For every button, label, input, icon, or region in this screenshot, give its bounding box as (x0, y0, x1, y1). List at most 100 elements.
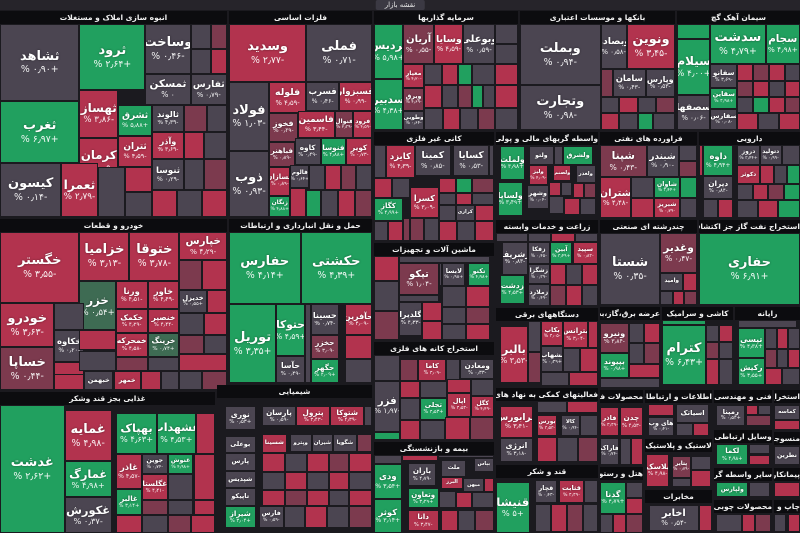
tile-unlabeled[interactable] (79, 350, 116, 372)
tile-حفارس[interactable]: حفارس +۴٫۱۴ % (229, 232, 301, 305)
tile-unlabeled[interactable] (399, 256, 491, 263)
tile-کاما[interactable]: کاما -۳٫۰۹ % (418, 359, 446, 381)
sector-header-metal-products[interactable]: محصولات فلزی (600, 390, 643, 403)
tile-unlabeled[interactable] (348, 506, 372, 528)
tile-unlabeled[interactable] (348, 472, 372, 490)
tile-شپنا[interactable]: شپنا -۰٫۴۳ % (600, 145, 647, 178)
tile-unlabeled[interactable] (354, 189, 372, 217)
tile-چدن[interactable]: چدن -۴٫۵۳ % (619, 406, 643, 437)
tile-آریان[interactable]: آریان -۰٫۵۵ % (402, 24, 435, 65)
sector-header-conglomerates[interactable]: چندرشته ای صنعتی (600, 220, 697, 233)
tile-unlabeled[interactable] (742, 514, 756, 532)
tile-کالا[interactable]: کالا -۰٫۹۴ % (561, 414, 580, 436)
tile-unlabeled[interactable] (781, 145, 800, 166)
sector-header-other-mining[interactable]: استخراج سایر معادن (774, 390, 800, 403)
tile-ونیرو[interactable]: ونیرو -۳٫۸۴ % (600, 322, 629, 353)
tile-unlabeled[interactable] (653, 113, 675, 130)
tile-unlabeled[interactable] (206, 290, 227, 313)
tile-unlabeled[interactable] (692, 422, 710, 436)
tile-unlabeled[interactable] (764, 367, 783, 386)
tile-unlabeled[interactable] (344, 334, 372, 359)
sector-header-machinery[interactable]: ماشین آلات و تجهیزات (374, 243, 494, 256)
tile-unlabeled[interactable] (583, 480, 598, 504)
tile-کوثر[interactable]: کوثر +۳٫۱۴ % (374, 499, 402, 533)
tile-unlabeled[interactable] (399, 294, 439, 303)
sector-header-metals[interactable]: فلزات اساسی (229, 11, 372, 24)
tile-وتجارت[interactable]: وتجارت -۰٫۹۸ % (520, 85, 601, 130)
tile-unlabeled[interactable] (471, 64, 495, 86)
tile-unlabeled[interactable] (97, 166, 125, 217)
tile-unlabeled[interactable] (619, 97, 638, 114)
tile-ملت[interactable]: ملت (441, 459, 467, 477)
tile-unlabeled[interactable] (625, 482, 643, 498)
tile-فملی[interactable]: فملی -۰٫۷۱ % (306, 24, 372, 82)
tile-unlabeled[interactable] (290, 188, 307, 217)
tile-unlabeled[interactable] (758, 405, 771, 415)
tile-خگستر[interactable]: خگستر -۳٫۵۵ % (0, 232, 80, 304)
tile-سامان[interactable]: سامان -۰٫۴۳ % (613, 68, 646, 98)
tile-unlabeled[interactable] (202, 189, 227, 217)
sector-header-metal-ore-mining[interactable]: استخراج کانه های فلزی (374, 342, 494, 355)
tile-unlabeled[interactable] (637, 97, 657, 114)
tile-unlabeled[interactable] (305, 506, 328, 528)
tile-دروز[interactable]: دروز +۳٫۴۴ % (737, 145, 760, 166)
tile-unlabeled[interactable] (783, 184, 800, 201)
sector-header-utilities[interactable]: عرضه برق،گاز،بخار و آب گرم (600, 307, 660, 320)
tile-سیلام[interactable]: سیلام+۴٫۰۰ % (677, 38, 711, 95)
tile-unlabeled[interactable] (540, 371, 570, 386)
tile-unlabeled[interactable] (306, 472, 329, 490)
tile-unlabeled[interactable] (285, 489, 307, 506)
tile-unlabeled[interactable] (204, 312, 227, 335)
tile-فاراک[interactable]: فاراک -۰٫۷۴ % (600, 437, 619, 465)
tile-باران[interactable]: باران -۴٫۷۹ % (407, 462, 437, 487)
tile-شیران[interactable]: شیران (311, 434, 334, 452)
tile-میهن[interactable]: میهن (462, 478, 485, 493)
tile-unlabeled[interactable] (477, 107, 495, 130)
tile-شسینا[interactable]: شسینا (261, 434, 287, 454)
tile-لابسا[interactable]: لابسا +۰٫۹۸ % (442, 262, 466, 287)
tile-وبرق[interactable]: وبرق -۴٫۶۹ % (402, 87, 425, 111)
sector-header-computers[interactable]: رایانه (735, 307, 800, 320)
tile-فنوال[interactable]: فنوال -۲٫۳۹ % (334, 110, 354, 138)
tile-حآسا[interactable]: حآسا -۰٫۴۹ % (276, 355, 305, 383)
tile-unlabeled[interactable] (600, 68, 613, 98)
tile-unlabeled[interactable] (206, 105, 227, 133)
tile-unlabeled[interactable] (483, 85, 495, 108)
tile-unlabeled[interactable] (631, 177, 655, 198)
tile-unlabeled[interactable] (457, 64, 472, 86)
tile-ولپارس[interactable]: ولپارس (716, 481, 749, 498)
sector-header-other-financial[interactable]: سایر واسطه گریهای مالی (714, 468, 772, 481)
tile-ثتران[interactable]: ثتران -۴٫۵۹ % (118, 135, 153, 167)
tile-unlabeled[interactable] (581, 284, 598, 306)
tile-unlabeled[interactable] (374, 310, 400, 340)
tile-unlabeled[interactable] (140, 371, 162, 390)
tile-فالوم[interactable]: فالوم +۰٫۶۴ % (290, 164, 310, 189)
sector-header-real-estate[interactable]: انبوه سازی املاک و مستغلات (0, 11, 227, 24)
tile-unlabeled[interactable] (460, 107, 478, 130)
tile-unlabeled[interactable] (600, 513, 613, 533)
tile-unlabeled[interactable] (773, 165, 787, 185)
tile-فسازان[interactable]: فسازان-۰٫۸۹ % (269, 166, 291, 196)
tile-unlabeled[interactable] (438, 205, 456, 221)
tile-unlabeled[interactable] (774, 482, 800, 498)
tile-بهپاک[interactable]: بهپاک +۴٫۶۳ % (116, 412, 157, 454)
tile-ثغرب[interactable]: ثغرب +۶٫۹۷ % (0, 101, 80, 163)
tile-unlabeled[interactable] (204, 159, 227, 190)
tile-تپسی[interactable]: تپسی +۴٫۳۸ % (737, 328, 765, 359)
tile-دکوثر[interactable]: دکوثر (737, 165, 760, 185)
tile-زفکا[interactable]: زفکا -۰٫۴۵ % (527, 241, 551, 264)
tile-ولساپا[interactable]: ولساپا +۳٫۴۹ % (498, 181, 523, 216)
sector-header-engineering[interactable]: فنی و مهندسی (714, 390, 772, 403)
tile-unlabeled[interactable] (337, 189, 355, 217)
tile-unlabeled[interactable] (374, 355, 401, 381)
tile-unlabeled[interactable] (204, 132, 227, 160)
tile-unlabeled[interactable] (472, 193, 494, 206)
tile-unlabeled[interactable] (774, 514, 787, 533)
tile-نوری[interactable]: نوری +۰٫۵۳ % (224, 406, 256, 431)
tile-unlabeled[interactable] (737, 113, 759, 130)
tile-خکمک[interactable]: خکمک -۴٫۲۹ % (115, 309, 148, 334)
tile-unlabeled[interactable] (631, 197, 655, 218)
tile-unlabeled[interactable] (574, 233, 598, 242)
tile-unlabeled[interactable] (737, 320, 798, 329)
tile-ولشرق[interactable]: ولشرق (563, 146, 593, 166)
